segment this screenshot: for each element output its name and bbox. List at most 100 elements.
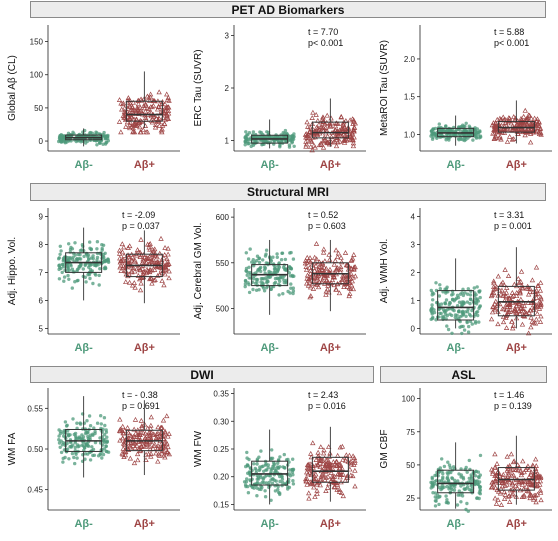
point-abeta-neg [475, 285, 479, 289]
point-abeta-neg [465, 501, 469, 506]
point-abeta-pos [531, 115, 538, 121]
point-abeta-pos [500, 114, 506, 120]
point-abeta-pos [314, 491, 320, 496]
point-abeta-neg [92, 426, 96, 430]
point-abeta-neg [459, 473, 463, 477]
point-abeta-pos [515, 467, 521, 473]
point-abeta-neg [256, 477, 261, 481]
point-abeta-pos [321, 455, 328, 461]
point-abeta-neg [70, 267, 75, 271]
point-abeta-pos [504, 467, 510, 473]
point-abeta-neg [261, 477, 265, 481]
point-abeta-neg [63, 420, 68, 424]
point-abeta-neg [86, 443, 90, 448]
y-tick-label: 5 [39, 324, 44, 333]
point-abeta-pos [311, 476, 318, 482]
point-abeta-neg [63, 139, 68, 144]
point-abeta-pos [514, 121, 520, 127]
point-abeta-neg [98, 452, 103, 457]
point-abeta-pos [501, 130, 508, 135]
point-abeta-pos [143, 129, 149, 135]
point-abeta-neg [465, 320, 469, 324]
point-abeta-neg [62, 279, 66, 283]
point-abeta-pos [536, 129, 542, 135]
point-abeta-neg [79, 138, 83, 143]
point-abeta-neg [73, 241, 77, 245]
point-abeta-pos [492, 451, 498, 457]
point-abeta-neg [284, 281, 288, 285]
point-abeta-pos [127, 455, 134, 461]
point-abeta-neg [275, 255, 279, 259]
point-abeta-pos [500, 471, 507, 477]
point-abeta-pos [348, 282, 355, 288]
point-abeta-neg [469, 297, 473, 302]
point-abeta-neg [453, 315, 457, 320]
point-abeta-neg [474, 129, 478, 133]
point-abeta-pos [309, 147, 315, 153]
point-abeta-pos [523, 483, 530, 489]
point-abeta-neg [273, 267, 277, 271]
point-abeta-pos [509, 492, 515, 498]
point-abeta-neg [88, 276, 92, 281]
point-abeta-pos [525, 112, 532, 118]
point-abeta-neg [97, 273, 101, 278]
point-abeta-pos [313, 112, 319, 117]
point-abeta-pos [166, 431, 172, 436]
point-abeta-neg [466, 292, 470, 296]
point-abeta-pos [307, 259, 313, 265]
point-abeta-pos [334, 452, 341, 458]
point-abeta-neg [266, 463, 270, 467]
y-tick-label: 600 [216, 213, 230, 222]
point-abeta-neg [57, 263, 62, 267]
point-abeta-pos [134, 451, 141, 457]
point-abeta-pos [320, 144, 327, 150]
point-abeta-neg [277, 293, 281, 297]
point-abeta-pos [519, 285, 525, 291]
point-abeta-neg [83, 457, 87, 461]
point-abeta-pos [335, 250, 342, 256]
point-abeta-pos [125, 258, 131, 263]
point-abeta-pos [313, 263, 319, 268]
point-abeta-pos [119, 257, 126, 263]
point-abeta-pos [520, 285, 526, 291]
point-abeta-pos [528, 482, 534, 488]
point-abeta-pos [351, 134, 357, 140]
point-abeta-pos [492, 305, 499, 311]
point-abeta-pos [315, 449, 321, 455]
point-abeta-pos [162, 264, 169, 270]
point-abeta-neg [105, 435, 109, 439]
point-abeta-neg [448, 300, 452, 305]
point-abeta-neg [75, 456, 79, 460]
point-abeta-pos [166, 275, 172, 281]
point-abeta-pos [311, 254, 318, 260]
point-abeta-pos [135, 105, 141, 111]
category-label-abeta-neg: Aβ- [260, 159, 279, 171]
point-abeta-neg [466, 287, 470, 291]
point-abeta-pos [149, 259, 155, 265]
point-abeta-pos [302, 258, 309, 264]
point-abeta-neg [106, 259, 111, 263]
point-abeta-pos [128, 444, 134, 450]
point-abeta-neg [91, 281, 95, 286]
point-abeta-neg [475, 297, 480, 301]
point-abeta-neg [282, 465, 287, 470]
point-abeta-neg [253, 281, 258, 285]
point-abeta-pos [337, 472, 344, 477]
point-abeta-neg [286, 485, 290, 489]
point-abeta-neg [292, 144, 296, 148]
point-abeta-neg [268, 474, 272, 478]
point-abeta-pos [161, 120, 168, 126]
point-abeta-neg [91, 453, 95, 458]
point-abeta-neg [246, 257, 251, 261]
point-abeta-pos [502, 491, 508, 497]
point-abeta-neg [474, 310, 479, 315]
point-abeta-neg [61, 259, 65, 263]
point-abeta-neg [291, 286, 295, 290]
point-abeta-pos [339, 126, 345, 132]
point-abeta-pos [528, 469, 535, 475]
point-abeta-neg [467, 324, 471, 329]
chart-global-abeta: 0 50 100 150 Global Aβ (CL) Aβ- Aβ+ [7, 25, 180, 171]
point-abeta-neg [468, 293, 473, 297]
point-abeta-pos [147, 276, 153, 282]
point-abeta-neg [451, 292, 455, 296]
